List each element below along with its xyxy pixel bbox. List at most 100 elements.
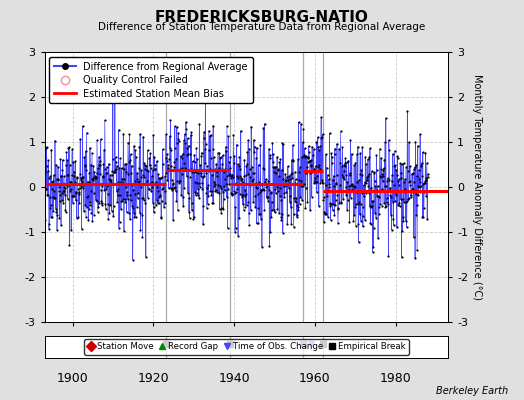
Point: [116, 179, 125, 186]
Point: [148, 167, 157, 173]
Point: [351, 184, 359, 191]
Point: [131, 178, 139, 184]
Point: [279, 141, 287, 147]
Point: [412, 173, 421, 180]
Point: [106, 176, 114, 183]
Point: [147, 173, 156, 180]
Point: [240, 173, 248, 179]
Point: [160, 181, 169, 188]
Point: [299, 183, 307, 189]
Point: [155, 175, 163, 181]
Point: [375, 211, 383, 217]
Point: [160, 188, 169, 194]
Point: [131, 147, 139, 153]
Point: [346, 195, 355, 201]
Point: [245, 146, 254, 152]
Point: [73, 180, 82, 187]
Point: [158, 186, 166, 192]
Point: [378, 171, 387, 178]
Point: [230, 152, 238, 159]
Point: [74, 190, 83, 197]
Point: [318, 131, 326, 138]
Point: [165, 185, 173, 192]
Point: [268, 207, 276, 213]
Point: [57, 173, 66, 180]
Point: [91, 172, 100, 179]
Point: [174, 129, 183, 136]
Point: [294, 206, 302, 213]
Point: [120, 176, 128, 183]
Point: [133, 204, 141, 210]
Point: [103, 170, 111, 176]
Point: [187, 166, 195, 172]
Point: [105, 161, 113, 167]
Point: [259, 166, 268, 172]
Point: [165, 156, 173, 162]
Point: [280, 190, 289, 196]
Point: [214, 190, 223, 196]
Point: [130, 191, 139, 197]
Point: [282, 174, 291, 180]
Point: [76, 136, 84, 143]
Point: [75, 184, 84, 191]
Point: [51, 137, 59, 144]
Point: [191, 192, 200, 198]
Point: [361, 217, 369, 223]
Point: [60, 184, 69, 190]
Point: [244, 199, 253, 205]
Point: [55, 215, 63, 222]
Point: [93, 197, 101, 204]
Point: [262, 184, 270, 190]
Point: [417, 183, 425, 189]
Point: [150, 209, 158, 216]
Point: [75, 171, 84, 178]
Point: [363, 177, 371, 183]
Point: [52, 162, 60, 168]
Point: [53, 212, 61, 218]
Point: [381, 204, 390, 210]
Point: [286, 199, 294, 205]
Point: [207, 154, 215, 161]
Point: [145, 161, 154, 168]
Point: [331, 145, 339, 152]
Point: [290, 180, 299, 186]
Point: [83, 178, 92, 185]
Point: [174, 138, 183, 144]
Point: [222, 144, 230, 150]
Point: [330, 183, 338, 189]
Point: [210, 182, 219, 189]
Point: [405, 139, 413, 145]
Point: [121, 196, 129, 202]
Point: [161, 173, 169, 180]
Point: [208, 200, 216, 206]
Point: [339, 196, 347, 202]
Point: [374, 193, 383, 200]
Point: [254, 161, 263, 168]
Point: [249, 176, 257, 182]
Point: [107, 207, 116, 214]
Point: [217, 185, 225, 192]
Point: [408, 170, 416, 177]
Point: [248, 164, 256, 170]
Point: [42, 163, 51, 169]
Point: [188, 168, 196, 175]
Point: [79, 182, 88, 188]
Point: [250, 143, 259, 150]
Point: [377, 166, 386, 172]
Point: [51, 206, 60, 212]
Point: [195, 195, 203, 202]
Point: [50, 195, 58, 201]
Point: [196, 170, 205, 176]
Point: [408, 188, 416, 195]
Point: [206, 187, 215, 194]
Point: [180, 185, 189, 191]
Point: [251, 204, 259, 210]
Point: [255, 211, 264, 217]
Point: [221, 187, 229, 194]
Point: [101, 201, 110, 207]
Point: [211, 166, 220, 172]
Point: [254, 191, 262, 197]
Point: [241, 187, 249, 193]
Point: [397, 169, 406, 176]
Point: [342, 184, 351, 190]
